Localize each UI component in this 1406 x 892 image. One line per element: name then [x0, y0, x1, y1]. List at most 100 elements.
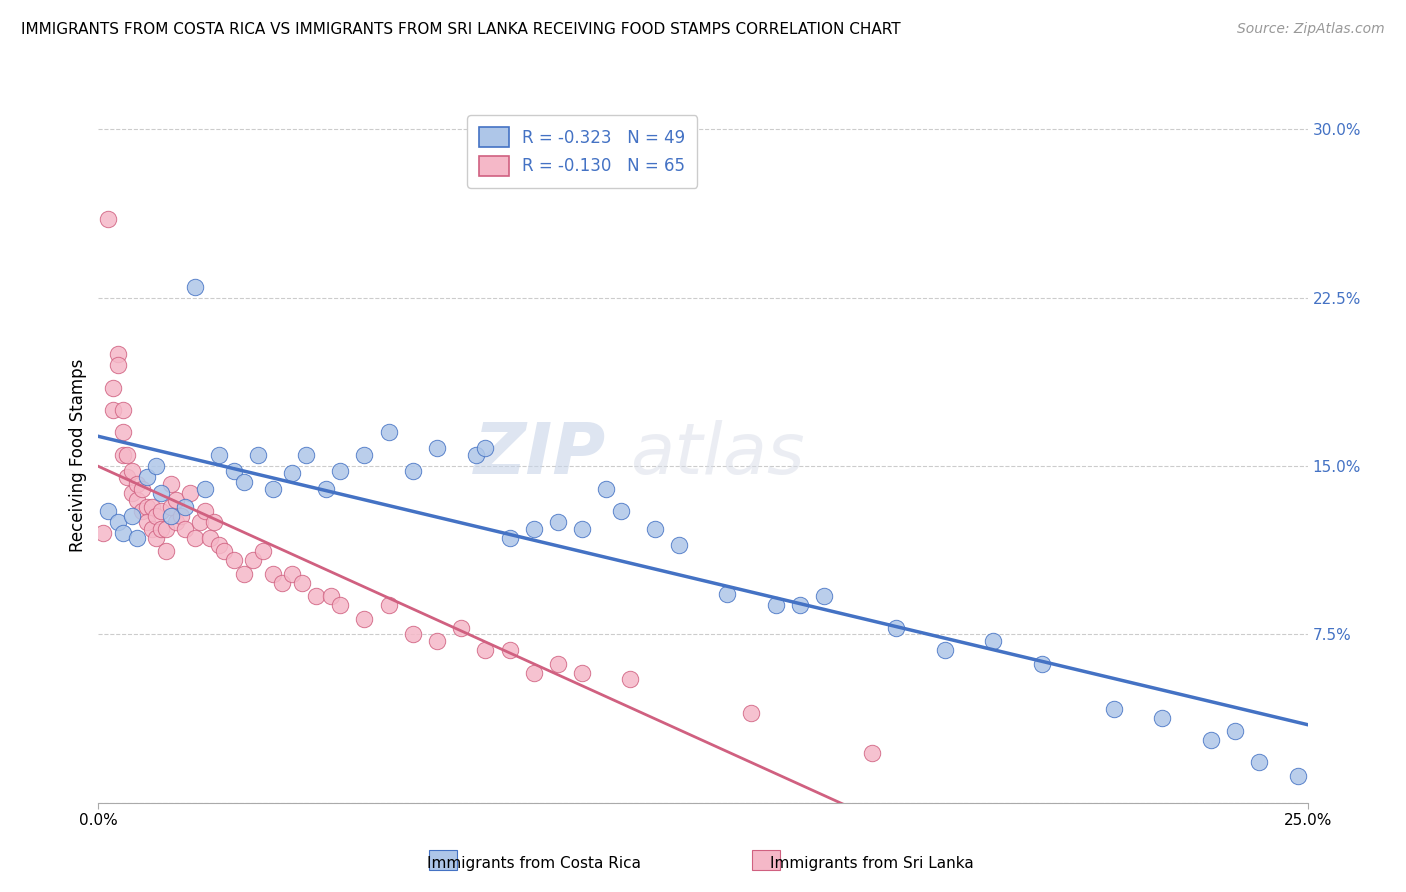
Point — [145, 459, 167, 474]
Point — [194, 504, 217, 518]
Point — [610, 504, 633, 518]
Y-axis label: Receiving Food Stamps: Receiving Food Stamps — [69, 359, 87, 551]
Point — [290, 575, 312, 590]
Point — [426, 634, 449, 648]
Point — [135, 470, 157, 484]
Point — [305, 590, 328, 604]
Point — [155, 522, 177, 536]
Point — [353, 448, 375, 462]
Point — [981, 634, 1004, 648]
Point — [571, 522, 593, 536]
Point — [789, 599, 811, 613]
Point — [1031, 657, 1053, 671]
Bar — [429, 850, 457, 870]
Text: Immigrants from Sri Lanka: Immigrants from Sri Lanka — [770, 856, 973, 871]
Text: IMMIGRANTS FROM COSTA RICA VS IMMIGRANTS FROM SRI LANKA RECEIVING FOOD STAMPS CO: IMMIGRANTS FROM COSTA RICA VS IMMIGRANTS… — [21, 22, 901, 37]
Point — [402, 627, 425, 641]
Point — [150, 522, 173, 536]
Point — [464, 448, 486, 462]
Point — [212, 544, 235, 558]
Point — [619, 673, 641, 687]
Text: atlas: atlas — [630, 420, 806, 490]
Point — [765, 599, 787, 613]
Point — [179, 486, 201, 500]
Point — [160, 477, 183, 491]
Point — [131, 482, 153, 496]
Point — [208, 448, 231, 462]
Point — [121, 486, 143, 500]
Point — [886, 621, 908, 635]
Text: Immigrants from Costa Rica: Immigrants from Costa Rica — [427, 856, 641, 871]
Point — [668, 538, 690, 552]
Point — [174, 522, 197, 536]
Point — [523, 522, 546, 536]
Point — [117, 470, 139, 484]
Point — [165, 515, 187, 529]
Point — [91, 526, 114, 541]
Point — [271, 575, 294, 590]
Point — [498, 643, 520, 657]
Point — [498, 531, 520, 545]
Point — [319, 590, 342, 604]
Point — [97, 212, 120, 227]
Point — [934, 643, 956, 657]
Point — [474, 643, 496, 657]
Point — [121, 464, 143, 478]
Point — [107, 515, 129, 529]
Point — [145, 531, 167, 545]
Point — [155, 544, 177, 558]
Point — [141, 522, 163, 536]
Point — [595, 482, 617, 496]
Point — [150, 504, 173, 518]
Point — [315, 482, 337, 496]
Point — [716, 587, 738, 601]
Point — [281, 466, 304, 480]
Point — [547, 657, 569, 671]
Point — [111, 425, 134, 440]
Text: Source: ZipAtlas.com: Source: ZipAtlas.com — [1237, 22, 1385, 37]
Point — [329, 599, 352, 613]
Point — [165, 492, 187, 507]
Point — [188, 515, 211, 529]
Point — [644, 522, 666, 536]
Point — [97, 504, 120, 518]
Point — [262, 482, 284, 496]
Point — [232, 566, 254, 581]
Point — [1249, 756, 1271, 770]
Point — [101, 403, 124, 417]
Point — [1152, 710, 1174, 724]
Point — [127, 531, 149, 545]
Point — [571, 665, 593, 680]
Point — [377, 425, 399, 440]
Point — [174, 500, 197, 514]
Point — [194, 482, 217, 496]
Point — [222, 464, 245, 478]
Point — [101, 381, 124, 395]
Point — [232, 475, 254, 489]
Point — [169, 508, 191, 523]
Point — [295, 448, 318, 462]
Point — [281, 566, 304, 581]
Point — [127, 477, 149, 491]
Point — [547, 515, 569, 529]
Point — [242, 553, 264, 567]
Point — [329, 464, 352, 478]
Point — [208, 538, 231, 552]
Point — [426, 441, 449, 455]
Point — [121, 508, 143, 523]
Point — [252, 544, 274, 558]
Point — [247, 448, 270, 462]
Point — [450, 621, 472, 635]
Point — [184, 279, 207, 293]
Point — [107, 358, 129, 372]
Point — [135, 515, 157, 529]
Point — [1223, 723, 1246, 738]
Point — [198, 531, 221, 545]
Legend: R = -0.323   N = 49, R = -0.130   N = 65: R = -0.323 N = 49, R = -0.130 N = 65 — [467, 115, 697, 187]
Point — [150, 486, 173, 500]
Point — [860, 747, 883, 761]
Point — [107, 347, 129, 361]
Point — [402, 464, 425, 478]
Point — [145, 508, 167, 523]
Point — [135, 500, 157, 514]
